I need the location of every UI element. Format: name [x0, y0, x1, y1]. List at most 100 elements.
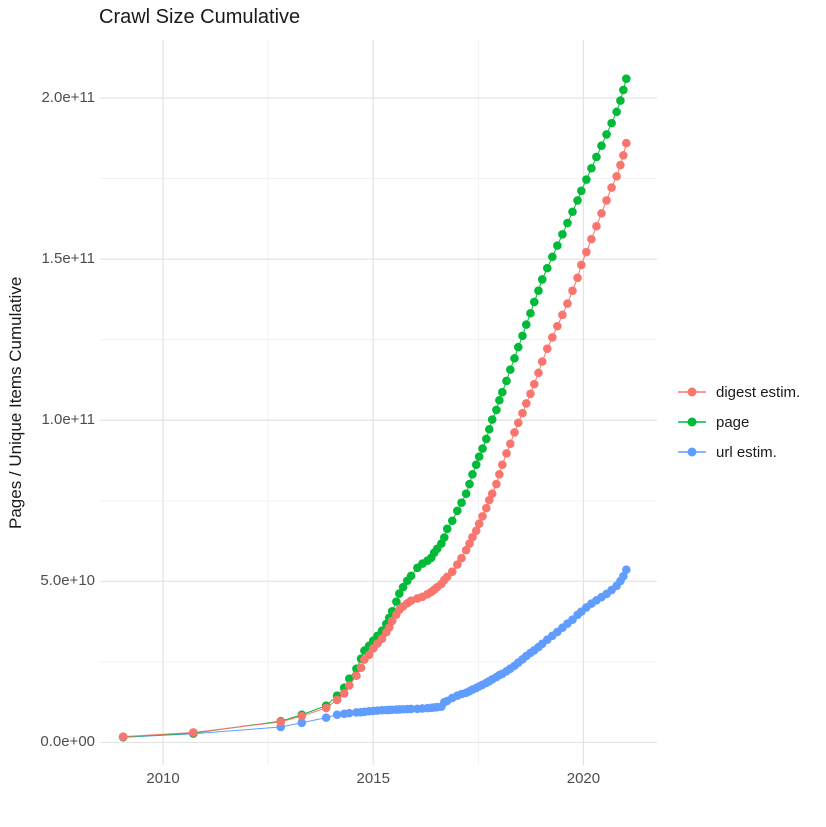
data-point	[495, 470, 504, 479]
data-point	[502, 376, 511, 386]
data-point	[529, 379, 539, 389]
data-point	[558, 230, 567, 239]
data-point	[439, 533, 449, 542]
data-point	[406, 704, 416, 714]
data-point	[597, 209, 606, 218]
data-point	[482, 434, 491, 444]
data-point	[339, 689, 349, 698]
data-point	[344, 681, 354, 690]
data-point	[453, 506, 462, 516]
data-point	[297, 711, 307, 721]
data-point	[607, 118, 616, 128]
data-point	[619, 151, 628, 160]
data-point	[510, 428, 519, 437]
data-point	[321, 713, 331, 722]
data-point	[529, 297, 539, 307]
legend: digest estim. page url estim.	[676, 377, 800, 467]
data-point	[548, 333, 557, 342]
x-tick-label: 2010	[146, 770, 180, 787]
data-point	[332, 695, 342, 705]
x-tick-label: 2015	[356, 770, 390, 787]
data-point	[332, 710, 342, 720]
data-point	[442, 524, 452, 534]
data-point	[568, 207, 577, 217]
chart-title: Crawl Size Cumulative	[99, 6, 301, 28]
data-point	[321, 703, 331, 713]
data-point	[573, 273, 582, 283]
data-point	[534, 368, 543, 378]
data-point	[447, 567, 457, 576]
series-digest-estim	[118, 138, 631, 741]
data-point	[474, 452, 484, 461]
data-point	[548, 252, 557, 262]
data-point	[612, 172, 621, 181]
data-point	[542, 344, 552, 353]
data-point	[484, 424, 494, 434]
data-point	[487, 415, 497, 424]
data-point	[542, 263, 552, 273]
data-point	[461, 489, 471, 498]
data-point	[189, 728, 198, 737]
data-point	[582, 175, 591, 184]
data-point	[478, 511, 487, 521]
data-point	[356, 663, 366, 672]
y-tick-label: 2.0e+11	[41, 89, 95, 106]
data-point	[537, 357, 547, 366]
data-point	[518, 408, 527, 418]
data-point	[461, 545, 471, 555]
data-point	[573, 196, 582, 205]
data-point	[563, 299, 572, 308]
data-point	[619, 85, 628, 95]
data-point	[521, 399, 531, 408]
legend-label: url estim.	[716, 443, 777, 461]
data-point	[492, 479, 501, 489]
data-point	[505, 365, 515, 374]
data-point	[364, 650, 374, 660]
data-point	[513, 342, 523, 352]
data-point	[563, 218, 572, 228]
data-point	[474, 519, 484, 528]
data-point	[607, 183, 616, 192]
data-point	[577, 260, 586, 270]
data-point	[487, 489, 497, 498]
data-point	[513, 418, 523, 428]
data-point	[465, 479, 474, 489]
data-point	[616, 160, 625, 170]
data-point	[518, 331, 527, 341]
data-point	[384, 623, 394, 632]
data-point	[602, 130, 611, 139]
data-point	[582, 247, 591, 257]
data-point	[457, 553, 466, 563]
data-point	[482, 503, 491, 513]
data-point	[352, 671, 361, 681]
data-point	[592, 221, 601, 231]
data-point	[478, 444, 487, 453]
data-point	[447, 516, 457, 526]
data-point	[553, 241, 562, 250]
data-point	[468, 470, 477, 479]
data-point	[587, 163, 596, 173]
x-tick-label: 2020	[566, 770, 601, 787]
y-tick-label: 1.0e+11	[41, 411, 95, 429]
data-point	[568, 286, 577, 295]
y-tick-label: 1.5e+11	[41, 250, 95, 268]
data-point	[387, 616, 397, 626]
data-point	[534, 286, 543, 295]
data-point	[510, 354, 519, 363]
data-point	[492, 405, 501, 415]
data-point	[558, 310, 567, 320]
series-url-estim	[118, 565, 631, 742]
data-point	[465, 539, 474, 548]
data-point	[495, 395, 504, 405]
data-point	[587, 234, 596, 244]
data-point	[498, 387, 507, 397]
data-point	[505, 439, 515, 449]
data-point	[537, 275, 547, 284]
data-point	[622, 565, 631, 575]
data-point	[619, 571, 628, 581]
legend-label: digest estim.	[716, 383, 801, 401]
data-point	[526, 308, 535, 318]
data-point	[453, 560, 462, 569]
data-point	[526, 389, 535, 399]
